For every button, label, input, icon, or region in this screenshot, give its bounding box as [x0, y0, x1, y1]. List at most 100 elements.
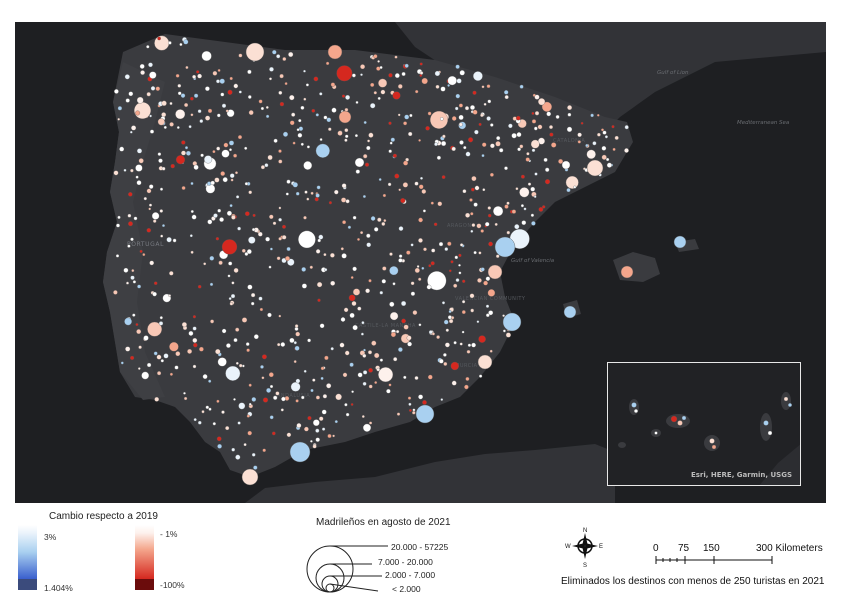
- scale-tick-75: 75: [678, 543, 690, 554]
- destination-symbol: [396, 412, 401, 416]
- destination-symbol: [403, 121, 408, 126]
- destination-symbol: [378, 178, 382, 181]
- destination-symbol: [115, 254, 120, 258]
- destination-symbol: [459, 140, 464, 145]
- destination-symbol: [219, 78, 225, 84]
- destination-symbol: [156, 354, 162, 360]
- destination-symbol: [437, 201, 443, 207]
- destination-symbol: [227, 89, 233, 95]
- destination-symbol: [248, 402, 252, 406]
- destination-symbol: [226, 343, 231, 348]
- size-class-2: 7.000 - 20.000: [378, 557, 433, 567]
- destination-symbol: [447, 75, 457, 86]
- destination-symbol: [197, 420, 202, 425]
- destination-symbol: [406, 250, 411, 255]
- destination-symbol: [141, 371, 150, 380]
- destination-symbol: [485, 304, 490, 308]
- destination-symbol: [386, 388, 391, 394]
- destination-symbol: [403, 160, 409, 166]
- canary-islands-inset[interactable]: Esri, HERE, Garmin, USGS: [607, 362, 801, 486]
- destination-symbol: [387, 182, 392, 187]
- destination-symbol: [444, 342, 450, 348]
- destination-symbol: [169, 101, 173, 106]
- destination-symbol: [342, 372, 348, 378]
- destination-symbol-large: [241, 468, 259, 486]
- destination-symbol: [197, 73, 202, 79]
- destination-symbol: [163, 353, 169, 359]
- destination-symbol: [487, 289, 496, 297]
- destination-symbol: [434, 142, 438, 147]
- destination-symbol: [488, 241, 493, 247]
- destination-symbol: [494, 222, 498, 226]
- destination-symbol: [377, 60, 380, 63]
- map-frame[interactable]: PORTUGAL Gulf of Lion Mediterranean Sea …: [15, 22, 826, 503]
- destination-symbol: [120, 361, 124, 365]
- destination-symbol: [282, 131, 289, 137]
- destination-symbol: [347, 225, 352, 229]
- destination-symbol: [421, 189, 427, 194]
- destination-symbol: [228, 140, 235, 146]
- inset-destination-symbol: [709, 438, 715, 444]
- destination-symbol: [155, 86, 161, 91]
- destination-symbol: [183, 391, 186, 395]
- destination-symbol-large: [494, 236, 516, 258]
- destination-symbol: [373, 227, 379, 232]
- destination-symbol: [298, 118, 302, 123]
- map-attribution: Esri, HERE, Garmin, USGS: [690, 471, 792, 479]
- destination-symbol: [426, 284, 432, 290]
- destination-symbol: [597, 132, 601, 137]
- destination-symbol: [357, 306, 362, 311]
- destination-symbol: [205, 86, 210, 92]
- destination-symbol: [174, 365, 179, 370]
- destination-symbol: [549, 125, 553, 130]
- destination-symbol: [458, 122, 463, 127]
- positive-ramp-max: [18, 579, 37, 590]
- destination-symbol: [258, 296, 263, 301]
- destination-symbol: [207, 108, 213, 114]
- destination-symbol: [423, 247, 427, 252]
- destination-symbol: [221, 149, 230, 158]
- catalonia-label: CATALONIA: [553, 138, 585, 144]
- destination-symbol: [458, 253, 462, 258]
- destination-symbol: [360, 332, 364, 336]
- destination-symbol: [453, 341, 457, 345]
- destination-symbol: [421, 77, 428, 85]
- destination-symbol: [478, 251, 482, 255]
- destination-symbol: [326, 117, 332, 123]
- destination-symbol: [451, 116, 457, 121]
- destination-symbol: [459, 243, 464, 247]
- destination-symbol: [276, 256, 281, 261]
- destination-symbol: [247, 284, 253, 290]
- destination-symbol: [530, 213, 535, 217]
- scale-tick-300: 300 Kilometers: [756, 543, 823, 554]
- destination-symbol: [320, 376, 324, 380]
- destination-symbol: [136, 96, 144, 104]
- destination-symbol: [123, 168, 127, 172]
- destination-symbol: [332, 434, 335, 438]
- destination-symbol: [323, 115, 328, 120]
- destination-symbol: [531, 221, 536, 226]
- destination-symbol: [317, 238, 321, 243]
- destination-symbol: [485, 276, 491, 281]
- destination-symbol: [534, 94, 540, 100]
- map-canvas[interactable]: PORTUGAL Gulf of Lion Mediterranean Sea …: [15, 22, 826, 503]
- destination-symbol: [209, 255, 215, 261]
- destination-symbol: [185, 65, 189, 70]
- destination-symbol: [469, 198, 473, 202]
- destination-symbol: [132, 313, 136, 317]
- destination-symbol: [250, 301, 255, 306]
- destination-symbol: [538, 207, 544, 212]
- destination-symbol: [503, 90, 509, 95]
- destination-symbol: [601, 145, 607, 151]
- destination-symbol: [478, 374, 483, 378]
- destination-symbol: [604, 135, 608, 139]
- destination-symbol: [229, 302, 234, 306]
- destination-symbol: [281, 396, 286, 402]
- destination-symbol: [438, 241, 444, 247]
- destination-symbol: [291, 112, 296, 117]
- destination-symbol: [282, 224, 286, 229]
- destination-symbol: [216, 79, 220, 84]
- destination-symbol: [519, 144, 524, 149]
- destination-symbol: [565, 175, 579, 189]
- destination-symbol: [327, 433, 332, 439]
